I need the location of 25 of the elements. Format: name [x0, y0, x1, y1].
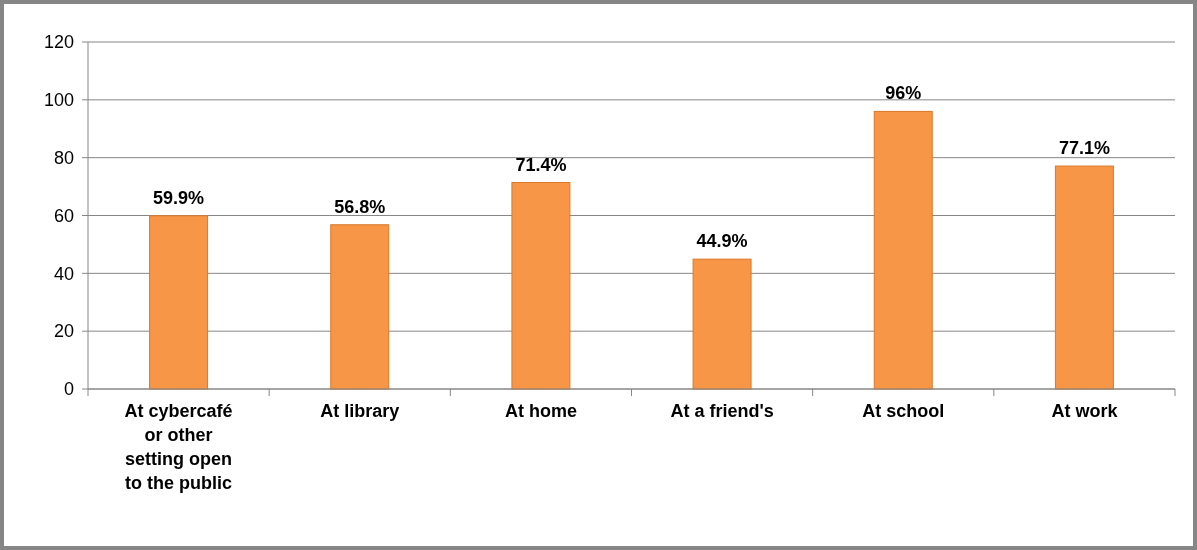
x-tick-label: At home: [504, 401, 577, 421]
x-tick-label: At a friend's: [670, 401, 774, 421]
data-label: 59.9%: [153, 187, 205, 208]
data-label: 77.1%: [1058, 138, 1110, 159]
x-tick-label: At cybercafé or other setting open to the public: [124, 401, 233, 493]
y-tick-label: 120: [43, 32, 74, 53]
data-label: 44.9%: [696, 231, 748, 252]
bar: [330, 224, 390, 390]
data-label: 56.8%: [334, 196, 386, 217]
data-label: 96%: [885, 83, 922, 104]
y-tick-label: 0: [63, 379, 74, 400]
bar: [1054, 165, 1114, 390]
x-tick-label: At work: [1051, 401, 1119, 421]
y-tick-label: 100: [43, 90, 74, 111]
data-label: 71.4%: [515, 154, 567, 175]
y-tick-label: 80: [53, 147, 74, 168]
y-tick-label: 60: [53, 205, 74, 226]
x-tick-label: At library: [320, 401, 400, 421]
y-tick-label: 40: [53, 263, 74, 284]
bar: [149, 215, 209, 390]
bar: [692, 258, 752, 390]
x-tick-label: At school: [862, 401, 945, 421]
bar: [511, 182, 571, 390]
bar: [873, 110, 933, 390]
y-tick-label: 20: [53, 321, 74, 342]
